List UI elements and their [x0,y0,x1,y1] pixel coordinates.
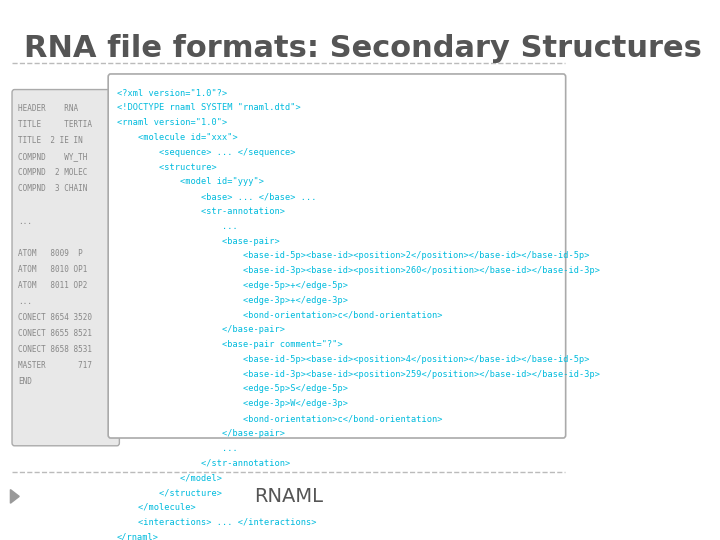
Text: ...: ... [19,297,32,306]
Text: <base-id-5p><base-id><position>2</position></base-id></base-id-5p>: <base-id-5p><base-id><position>2</positi… [117,251,590,260]
Text: </base-pair>: </base-pair> [117,429,285,438]
Text: <base> ... </base> ...: <base> ... </base> ... [117,192,317,201]
Text: ...: ... [117,222,238,231]
Polygon shape [10,490,19,503]
Text: ATOM   8010 OP1: ATOM 8010 OP1 [19,265,88,274]
Text: <edge-3p>+</edge-3p>: <edge-3p>+</edge-3p> [117,296,348,305]
Text: </rnaml>: </rnaml> [117,532,159,540]
Text: <base-pair>: <base-pair> [117,237,280,246]
Text: ATOM   8009  P: ATOM 8009 P [19,249,84,258]
Text: <bond-orientation>c</bond-orientation>: <bond-orientation>c</bond-orientation> [117,414,443,423]
FancyBboxPatch shape [12,90,120,446]
Text: </str-annotation>: </str-annotation> [117,458,290,468]
Text: <edge-5p>+</edge-5p>: <edge-5p>+</edge-5p> [117,281,348,290]
Text: <base-pair comment="?">: <base-pair comment="?"> [117,340,343,349]
Text: <!DOCTYPE rnaml SYSTEM "rnaml.dtd">: <!DOCTYPE rnaml SYSTEM "rnaml.dtd"> [117,103,301,112]
Text: <str-annotation>: <str-annotation> [117,207,285,216]
Text: CONECT 8658 8531: CONECT 8658 8531 [19,345,92,354]
Text: COMPND  2 MOLEC: COMPND 2 MOLEC [19,168,88,177]
Text: COMPND    WY_TH: COMPND WY_TH [19,152,88,161]
Text: </molecule>: </molecule> [117,503,196,512]
Text: <sequence> ... </sequence>: <sequence> ... </sequence> [117,148,295,157]
Text: <base-id-3p><base-id><position>260</position></base-id></base-id-3p>: <base-id-3p><base-id><position>260</posi… [117,266,600,275]
Text: HEADER    RNA: HEADER RNA [19,104,78,113]
Text: ...: ... [19,217,32,226]
Text: TITLE     TERTIA: TITLE TERTIA [19,120,92,129]
Text: RNA file formats: Secondary Structures: RNA file formats: Secondary Structures [24,34,702,63]
Text: <structure>: <structure> [117,163,217,172]
Text: <edge-5p>S</edge-5p>: <edge-5p>S</edge-5p> [117,384,348,394]
Text: <model id="yyy">: <model id="yyy"> [117,177,264,186]
Text: </model>: </model> [117,473,222,482]
Text: ...: ... [117,444,238,453]
Text: </structure>: </structure> [117,488,222,497]
Text: END: END [19,377,32,386]
Text: <base-id-3p><base-id><position>259</position></base-id></base-id-3p>: <base-id-3p><base-id><position>259</posi… [117,370,600,379]
Text: <molecule id="xxx">: <molecule id="xxx"> [117,133,238,142]
Text: </base-pair>: </base-pair> [117,325,285,334]
Text: <base-id-5p><base-id><position>4</position></base-id></base-id-5p>: <base-id-5p><base-id><position>4</positi… [117,355,590,364]
Text: <interactions> ... </interactions>: <interactions> ... </interactions> [117,518,317,526]
Text: TITLE  2 IE IN: TITLE 2 IE IN [19,136,84,145]
Text: CONECT 8655 8521: CONECT 8655 8521 [19,329,92,338]
Text: MASTER       717: MASTER 717 [19,361,92,370]
Text: <edge-3p>W</edge-3p>: <edge-3p>W</edge-3p> [117,399,348,408]
Text: RNAML: RNAML [254,487,323,506]
Text: <?xml version="1.0"?>: <?xml version="1.0"?> [117,89,228,98]
Text: ATOM   8011 OP2: ATOM 8011 OP2 [19,281,88,290]
FancyBboxPatch shape [108,74,566,438]
Text: <bond-orientation>c</bond-orientation>: <bond-orientation>c</bond-orientation> [117,310,443,320]
Text: CONECT 8654 3520: CONECT 8654 3520 [19,313,92,322]
Text: COMPND  3 CHAIN: COMPND 3 CHAIN [19,185,88,193]
Text: <rnaml version="1.0">: <rnaml version="1.0"> [117,118,228,127]
